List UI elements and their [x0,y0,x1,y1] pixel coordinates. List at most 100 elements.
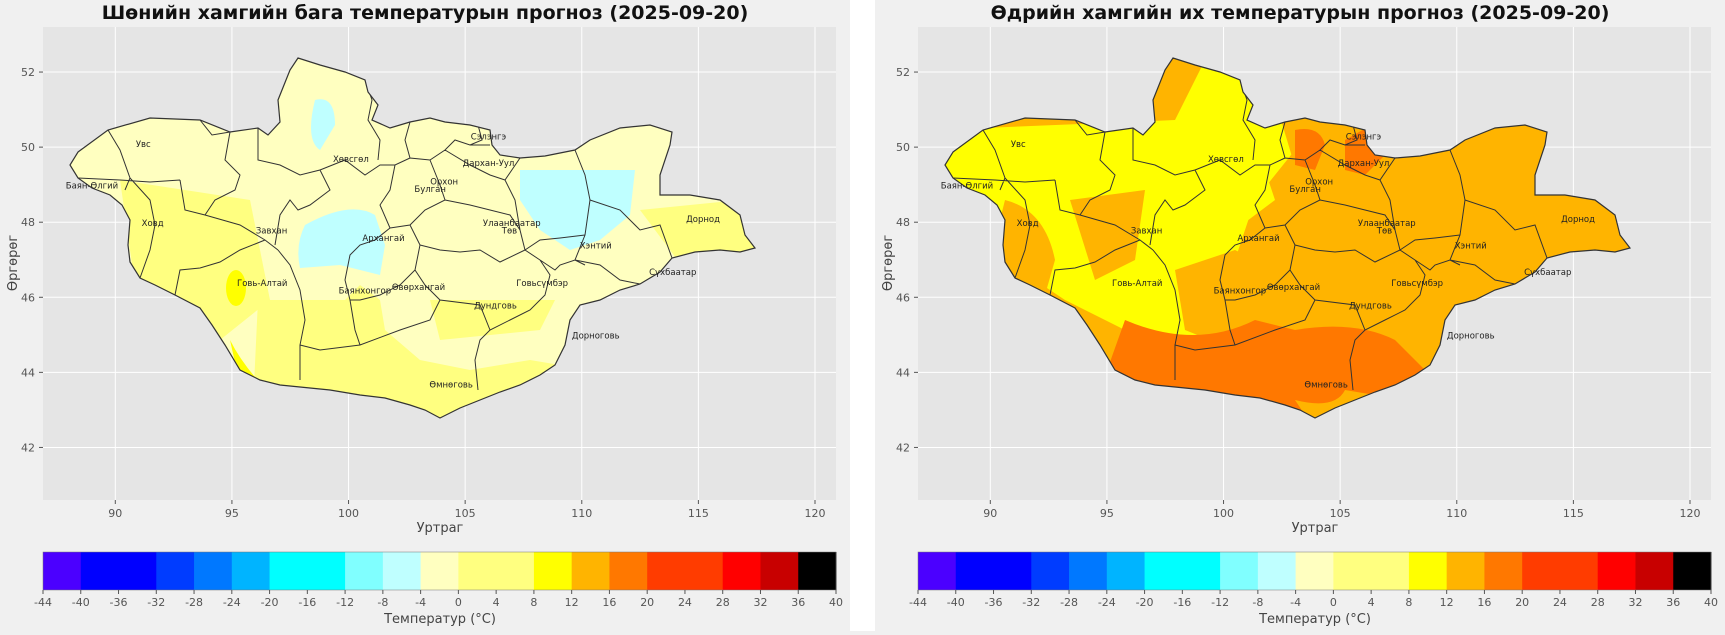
colorbar-tick-label: -44 [34,596,52,609]
map-title: Шөнийн хамгийн бага температурын прогноз… [101,2,749,24]
colorbar-tick-label: -40 [72,596,90,609]
province-label: Завхан [1131,226,1162,236]
province-label: Говь-Алтай [237,279,287,289]
colorbar-segment [1371,552,1410,590]
y-tick-label: 44 [896,366,910,379]
province-label: Ховд [142,219,164,229]
province-label: Дундговь [474,302,517,312]
colorbar-tick-label: 32 [1628,596,1642,609]
province-label: Булган [1289,185,1321,195]
colorbar-segment [458,552,497,590]
colorbar-tick-label: -4 [415,596,426,609]
colorbar-tick-label: -8 [1252,596,1263,609]
colorbar-tick-label: -32 [1022,596,1040,609]
colorbar-tick-label: -36 [110,596,128,609]
province-label: Сэлэнгэ [471,133,507,143]
province-label: Дорноговь [1447,332,1495,342]
colorbar-segment [684,552,724,590]
province-label: Архангай [362,234,404,244]
colorbar-segment [80,552,120,590]
colorbar-segment [269,552,308,590]
y-tick-label: 44 [21,366,35,379]
x-tick-label: 90 [983,507,997,520]
colorbar-segment [1069,552,1108,590]
colorbar-tick-label: -8 [377,596,388,609]
colorbar-segment [1408,552,1448,590]
x-tick-label: 105 [1330,507,1351,520]
x-tick-label: 100 [338,507,359,520]
province-label: Хөвсгөл [333,155,369,165]
colorbar-tick-label: 24 [1553,596,1567,609]
x-ticks: 90 95 100 105 110 115 120 [983,500,1701,520]
colorbar-tick-label: -44 [909,596,927,609]
province-label: Хөвсгөл [1208,155,1244,165]
province-label: Баян-Өлгий [941,181,993,191]
colorbar-tick-label: 16 [602,596,616,609]
colorbar-tick-label: 12 [1440,596,1454,609]
x-axis-label: Уртраг [417,521,464,536]
colorbar-segment [118,552,157,590]
colorbar-segment [798,552,837,590]
min-temp-map[interactable]: Увс Баян-Өлгий Ховд Завхан Хөвсгөл Архангай Го… [0,0,850,631]
max-temp-panel: Өдрийн хамгийн их температурын прогноз (… [875,0,1725,631]
province-label: Өмнөговь [429,380,473,390]
province-label: Сүхбаатар [649,268,696,278]
colorbar-tick-label: -16 [1173,596,1191,609]
colorbar: -44 -40 -36 -32 -28 -24 -20 -16 -12 -8 -4 0 4 8 12 16 20… [909,551,1718,609]
colorbar-tick-label: 4 [1368,596,1375,609]
y-tick-label: 46 [21,291,35,304]
colorbar-segment [722,552,761,590]
colorbar-segment [955,552,995,590]
colorbar-segment [571,552,610,590]
province-label: Ховд [1017,219,1039,229]
province-label: Дархан-Уул [1338,159,1390,169]
y-tick-label: 48 [21,216,35,229]
x-tick-label: 120 [805,507,826,520]
province-label: Орхон [1305,178,1333,188]
x-tick-label: 115 [1563,507,1584,520]
x-ticks: 90 95 100 105 110 115 120 [108,500,826,520]
colorbar-segment [1257,552,1297,590]
province-label: Говьсүмбэр [516,279,568,289]
province-label: Сүхбаатар [1524,268,1571,278]
colorbar-segment [1031,552,1070,590]
colorbar-segment [1484,552,1523,590]
x-axis-label: Уртраг [1292,521,1339,536]
province-label: Говь-Алтай [1112,279,1162,289]
colorbar-segment [1333,552,1372,590]
max-temp-map[interactable]: Увс Баян-Өлгий Ховд Завхан Хөвсгөл Архангай Го… [875,0,1725,631]
x-tick-label: 100 [1213,507,1234,520]
colorbar-segment [1220,552,1259,590]
province-label: Өвөрхангай [1267,283,1320,293]
colorbar-tick-label: -28 [185,596,203,609]
colorbar-tick-label: -36 [985,596,1003,609]
colorbar-segment [993,552,1032,590]
colorbar-segment [1559,552,1599,590]
province-label: Дорнод [1561,215,1595,225]
colorbar-frame [917,551,1712,591]
colorbar-tick-label: 4 [493,596,500,609]
x-tick-label: 105 [455,507,476,520]
y-tick-label: 50 [21,141,35,154]
colorbar-segment [345,552,384,590]
province-label: Баянхонгор [1214,287,1267,297]
colorbar-tick-label: -4 [1290,596,1301,609]
y-tick-label: 50 [896,141,910,154]
province-label: Төв [501,226,517,236]
colorbar-segment [43,552,82,590]
y-ticks: 42 44 46 48 50 52 [21,66,43,454]
colorbar-segment [647,552,686,590]
zone-south-orange [1075,320,1435,418]
colorbar-tick-label: -24 [1098,596,1116,609]
colorbar-label: Температур (°C) [383,612,496,627]
colorbar-tick-label: 0 [1330,596,1337,609]
zone-khovsgol-cold [311,99,335,150]
colorbar-segment [156,552,195,590]
colorbar-segment [533,552,573,590]
zone-khangai-cold [298,209,385,275]
colorbar: -44 -40 -36 -32 -28 -24 -20 -16 -12 -8 -4 0 4 8 12 16 20… [34,551,843,609]
country-outline [944,57,1632,419]
x-tick-label: 115 [688,507,709,520]
colorbar-segment [1673,552,1712,590]
colorbar-tick-label: 28 [716,596,730,609]
